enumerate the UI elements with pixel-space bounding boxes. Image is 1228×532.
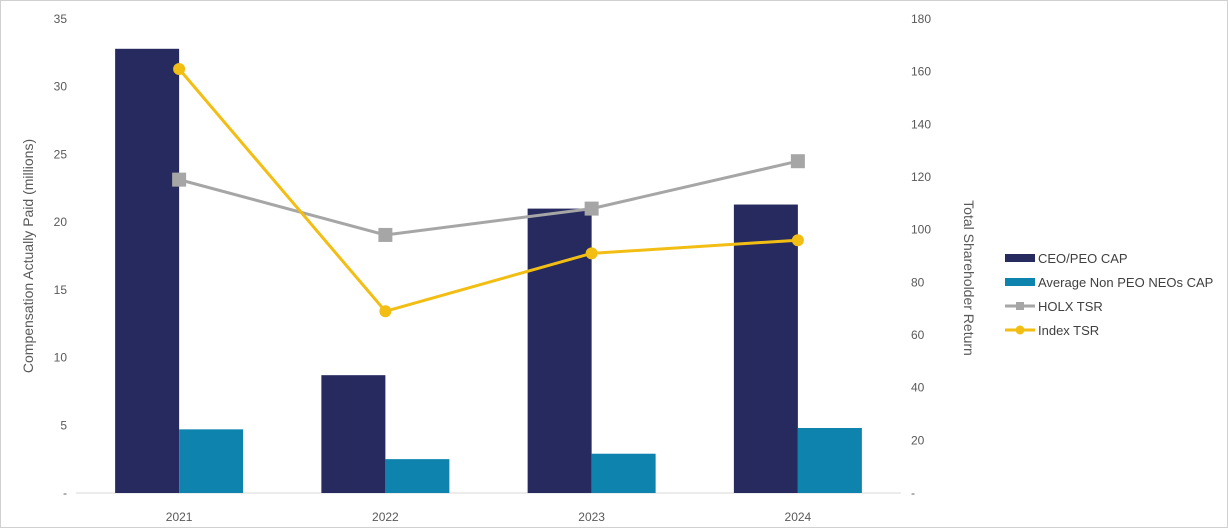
left-tick-label: 35	[54, 12, 68, 26]
left-tick-label: 5	[60, 418, 67, 432]
point-holx-tsr-2021	[172, 172, 187, 187]
legend-swatch-ceo-peo-cap	[1005, 254, 1035, 262]
point-holx-tsr-2024	[790, 154, 805, 169]
bar-average-non-peo-neos-cap-2024	[797, 427, 862, 493]
x-axis-ticks: 2021 2022 2023 2024	[166, 510, 812, 524]
left-axis-ticks: - 5 10 15 20 25 30 35	[54, 12, 68, 500]
x-tick-label: 2023	[578, 510, 605, 524]
right-tick-label: -	[911, 486, 915, 500]
right-tick-label: 60	[911, 328, 925, 342]
bar-average-non-peo-neos-cap-2023	[591, 453, 656, 493]
legend-label-ceo-peo-cap: CEO/PEO CAP	[1038, 251, 1128, 266]
point-index-tsr-2024	[791, 234, 804, 247]
bar-ceo-peo-cap-2024	[733, 204, 798, 493]
right-tick-label: 140	[911, 117, 931, 131]
point-index-tsr-2021	[173, 63, 186, 76]
legend-label-average-non-peo-neos-cap: Average Non PEO NEOs CAP	[1038, 275, 1213, 290]
left-tick-label: -	[63, 486, 67, 500]
x-tick-label: 2022	[372, 510, 399, 524]
left-tick-label: 15	[54, 283, 68, 297]
line-index-tsr	[177, 68, 798, 314]
x-tick-label: 2024	[785, 510, 812, 524]
left-tick-label: 20	[54, 215, 68, 229]
left-axis-title: Compensation Actually Paid (millions)	[20, 139, 36, 373]
right-tick-label: 180	[911, 12, 931, 26]
right-tick-label: 80	[911, 275, 925, 289]
legend-label-index-tsr: Index TSR	[1038, 323, 1099, 338]
point-holx-tsr-2022	[378, 227, 393, 242]
right-axis-title: Total Shareholder Return	[961, 200, 977, 356]
x-tick-label: 2021	[166, 510, 193, 524]
legend: CEO/PEO CAP Average Non PEO NEOs CAP HOLX …	[1005, 251, 1213, 338]
point-index-tsr-2023	[585, 247, 598, 260]
point-index-tsr-2022	[379, 305, 392, 318]
bar-average-non-peo-neos-cap-2021	[179, 429, 244, 493]
bar-ceo-peo-cap-2023	[527, 208, 592, 493]
right-tick-label: 120	[911, 170, 931, 184]
left-tick-label: 30	[54, 80, 68, 94]
legend-swatch-average-non-peo-neos-cap	[1005, 278, 1035, 286]
right-axis-ticks: - 20 40 60 80 100 120 140 160 180	[911, 12, 931, 500]
point-holx-tsr-2023	[584, 201, 599, 216]
lines-layer	[172, 63, 805, 318]
bar-average-non-peo-neos-cap-2022	[385, 459, 450, 493]
bar-ceo-peo-cap-2021	[115, 48, 180, 494]
line-holx-tsr	[178, 159, 799, 237]
legend-marker-index-tsr	[1015, 325, 1025, 335]
bar-ceo-peo-cap-2022	[321, 375, 386, 493]
bars-layer	[115, 48, 862, 494]
left-tick-label: 10	[54, 351, 68, 365]
legend-label-holx-tsr: HOLX TSR	[1038, 299, 1103, 314]
right-tick-label: 160	[911, 65, 931, 79]
right-tick-label: 20	[911, 433, 925, 447]
left-tick-label: 25	[54, 147, 68, 161]
right-tick-label: 100	[911, 223, 931, 237]
right-tick-label: 40	[911, 381, 925, 395]
legend-marker-holx-tsr	[1016, 302, 1024, 310]
